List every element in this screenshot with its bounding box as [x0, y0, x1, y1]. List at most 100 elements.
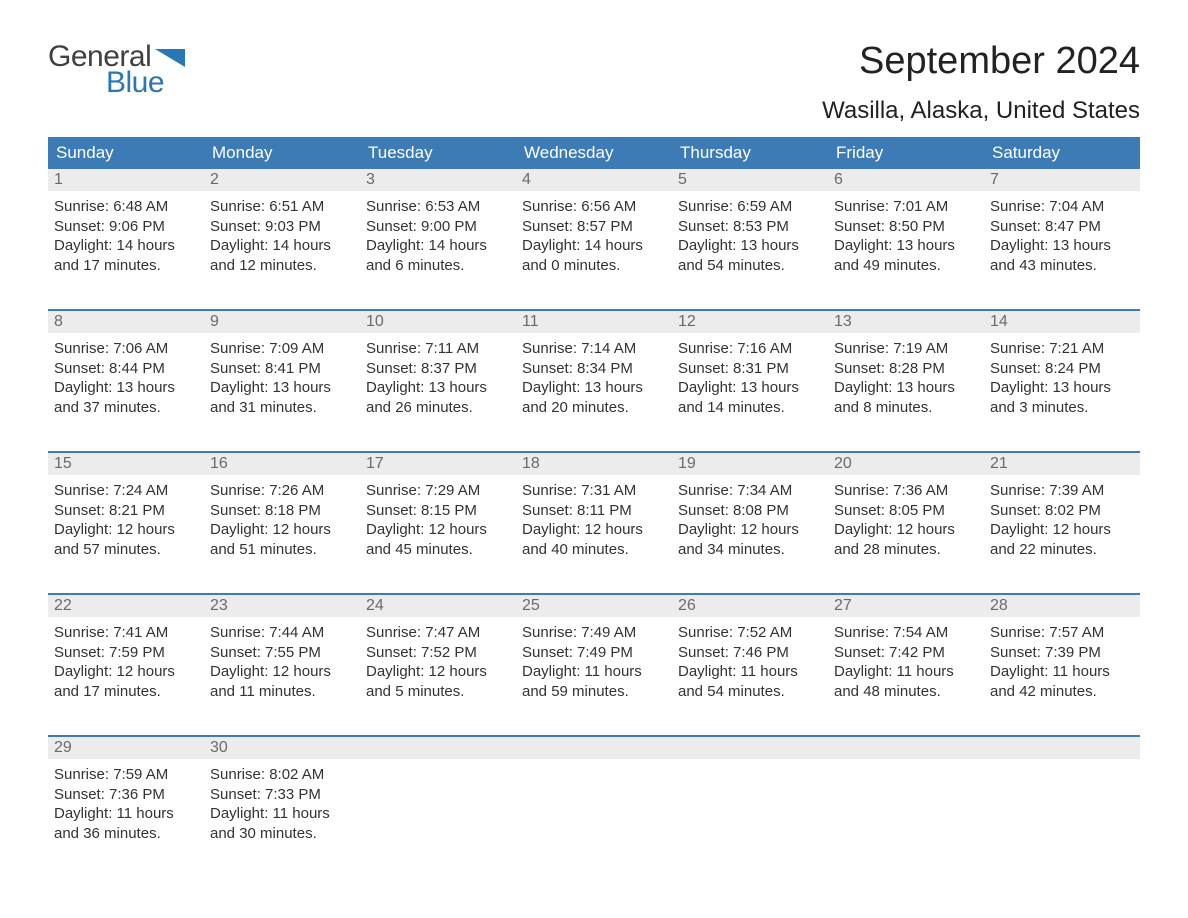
daylight-text-2: and 3 minutes. — [990, 398, 1134, 418]
day-number: 26 — [672, 595, 828, 617]
daylight-text-1: Daylight: 13 hours — [678, 378, 822, 398]
day-content: Sunrise: 6:48 AMSunset: 9:06 PMDaylight:… — [48, 191, 204, 281]
daylight-text-2: and 36 minutes. — [54, 824, 198, 844]
daylight-text-1: Daylight: 14 hours — [54, 236, 198, 256]
day-number: 13 — [828, 311, 984, 333]
calendar-cell: 25Sunrise: 7:49 AMSunset: 7:49 PMDayligh… — [516, 595, 672, 715]
day-content: Sunrise: 7:44 AMSunset: 7:55 PMDaylight:… — [204, 617, 360, 707]
sunrise-text: Sunrise: 7:54 AM — [834, 623, 978, 643]
day-number: 7 — [984, 169, 1140, 191]
calendar-cell: 19Sunrise: 7:34 AMSunset: 8:08 PMDayligh… — [672, 453, 828, 573]
sunrise-text: Sunrise: 7:52 AM — [678, 623, 822, 643]
daylight-text-2: and 30 minutes. — [210, 824, 354, 844]
day-number: 23 — [204, 595, 360, 617]
daylight-text-2: and 6 minutes. — [366, 256, 510, 276]
sunrise-text: Sunrise: 7:21 AM — [990, 339, 1134, 359]
sunrise-text: Sunrise: 7:19 AM — [834, 339, 978, 359]
daylight-text-2: and 17 minutes. — [54, 682, 198, 702]
sunrise-text: Sunrise: 7:44 AM — [210, 623, 354, 643]
daylight-text-1: Daylight: 12 hours — [54, 662, 198, 682]
day-number: 20 — [828, 453, 984, 475]
weekday-tuesday: Tuesday — [360, 137, 516, 169]
sunrise-text: Sunrise: 7:34 AM — [678, 481, 822, 501]
daylight-text-1: Daylight: 13 hours — [990, 236, 1134, 256]
sunset-text: Sunset: 8:41 PM — [210, 359, 354, 379]
daylight-text-1: Daylight: 12 hours — [54, 520, 198, 540]
sunset-text: Sunset: 8:44 PM — [54, 359, 198, 379]
sunrise-text: Sunrise: 7:14 AM — [522, 339, 666, 359]
calendar-cell: 23Sunrise: 7:44 AMSunset: 7:55 PMDayligh… — [204, 595, 360, 715]
calendar-cell: 5Sunrise: 6:59 AMSunset: 8:53 PMDaylight… — [672, 169, 828, 289]
day-content: Sunrise: 7:34 AMSunset: 8:08 PMDaylight:… — [672, 475, 828, 565]
calendar-cell — [828, 737, 984, 857]
calendar-cell: 9Sunrise: 7:09 AMSunset: 8:41 PMDaylight… — [204, 311, 360, 431]
calendar-cell: 22Sunrise: 7:41 AMSunset: 7:59 PMDayligh… — [48, 595, 204, 715]
sunrise-text: Sunrise: 7:26 AM — [210, 481, 354, 501]
daylight-text-1: Daylight: 13 hours — [678, 236, 822, 256]
day-content: Sunrise: 6:56 AMSunset: 8:57 PMDaylight:… — [516, 191, 672, 281]
empty-day-header — [672, 737, 828, 759]
calendar-cell: 18Sunrise: 7:31 AMSunset: 8:11 PMDayligh… — [516, 453, 672, 573]
sunset-text: Sunset: 9:00 PM — [366, 217, 510, 237]
sunset-text: Sunset: 8:47 PM — [990, 217, 1134, 237]
day-number: 19 — [672, 453, 828, 475]
day-number: 24 — [360, 595, 516, 617]
day-content: Sunrise: 8:02 AMSunset: 7:33 PMDaylight:… — [204, 759, 360, 849]
daylight-text-1: Daylight: 12 hours — [678, 520, 822, 540]
day-content: Sunrise: 7:01 AMSunset: 8:50 PMDaylight:… — [828, 191, 984, 281]
sunset-text: Sunset: 9:03 PM — [210, 217, 354, 237]
calendar-row: 15Sunrise: 7:24 AMSunset: 8:21 PMDayligh… — [48, 451, 1140, 573]
empty-day-header — [984, 737, 1140, 759]
calendar-cell: 1Sunrise: 6:48 AMSunset: 9:06 PMDaylight… — [48, 169, 204, 289]
calendar-cell: 12Sunrise: 7:16 AMSunset: 8:31 PMDayligh… — [672, 311, 828, 431]
sunrise-text: Sunrise: 7:49 AM — [522, 623, 666, 643]
sunset-text: Sunset: 7:42 PM — [834, 643, 978, 663]
calendar-cell: 15Sunrise: 7:24 AMSunset: 8:21 PMDayligh… — [48, 453, 204, 573]
empty-day-header — [516, 737, 672, 759]
day-number: 21 — [984, 453, 1140, 475]
sunrise-text: Sunrise: 8:02 AM — [210, 765, 354, 785]
daylight-text-2: and 5 minutes. — [366, 682, 510, 702]
sunrise-text: Sunrise: 7:57 AM — [990, 623, 1134, 643]
sunset-text: Sunset: 8:05 PM — [834, 501, 978, 521]
daylight-text-1: Daylight: 12 hours — [210, 662, 354, 682]
day-content: Sunrise: 7:06 AMSunset: 8:44 PMDaylight:… — [48, 333, 204, 423]
sunrise-text: Sunrise: 7:41 AM — [54, 623, 198, 643]
day-content: Sunrise: 7:04 AMSunset: 8:47 PMDaylight:… — [984, 191, 1140, 281]
daylight-text-1: Daylight: 14 hours — [522, 236, 666, 256]
sunset-text: Sunset: 8:08 PM — [678, 501, 822, 521]
day-number: 27 — [828, 595, 984, 617]
calendar-cell: 13Sunrise: 7:19 AMSunset: 8:28 PMDayligh… — [828, 311, 984, 431]
daylight-text-2: and 42 minutes. — [990, 682, 1134, 702]
day-content: Sunrise: 6:51 AMSunset: 9:03 PMDaylight:… — [204, 191, 360, 281]
daylight-text-2: and 8 minutes. — [834, 398, 978, 418]
sunrise-text: Sunrise: 6:56 AM — [522, 197, 666, 217]
day-number: 6 — [828, 169, 984, 191]
day-content: Sunrise: 7:11 AMSunset: 8:37 PMDaylight:… — [360, 333, 516, 423]
sunset-text: Sunset: 8:57 PM — [522, 217, 666, 237]
day-number: 4 — [516, 169, 672, 191]
sunset-text: Sunset: 8:50 PM — [834, 217, 978, 237]
daylight-text-2: and 45 minutes. — [366, 540, 510, 560]
weekday-sunday: Sunday — [48, 137, 204, 169]
daylight-text-2: and 43 minutes. — [990, 256, 1134, 276]
day-number: 15 — [48, 453, 204, 475]
calendar-row: 8Sunrise: 7:06 AMSunset: 8:44 PMDaylight… — [48, 309, 1140, 431]
sunrise-text: Sunrise: 6:48 AM — [54, 197, 198, 217]
daylight-text-2: and 17 minutes. — [54, 256, 198, 276]
day-content: Sunrise: 7:24 AMSunset: 8:21 PMDaylight:… — [48, 475, 204, 565]
sunset-text: Sunset: 8:24 PM — [990, 359, 1134, 379]
daylight-text-1: Daylight: 12 hours — [522, 520, 666, 540]
daylight-text-1: Daylight: 11 hours — [210, 804, 354, 824]
day-number: 18 — [516, 453, 672, 475]
daylight-text-2: and 11 minutes. — [210, 682, 354, 702]
calendar-cell: 7Sunrise: 7:04 AMSunset: 8:47 PMDaylight… — [984, 169, 1140, 289]
sunset-text: Sunset: 7:36 PM — [54, 785, 198, 805]
day-content: Sunrise: 6:59 AMSunset: 8:53 PMDaylight:… — [672, 191, 828, 281]
calendar-cell: 4Sunrise: 6:56 AMSunset: 8:57 PMDaylight… — [516, 169, 672, 289]
day-number: 22 — [48, 595, 204, 617]
daylight-text-1: Daylight: 14 hours — [210, 236, 354, 256]
daylight-text-1: Daylight: 13 hours — [522, 378, 666, 398]
daylight-text-1: Daylight: 11 hours — [678, 662, 822, 682]
sunrise-text: Sunrise: 7:39 AM — [990, 481, 1134, 501]
